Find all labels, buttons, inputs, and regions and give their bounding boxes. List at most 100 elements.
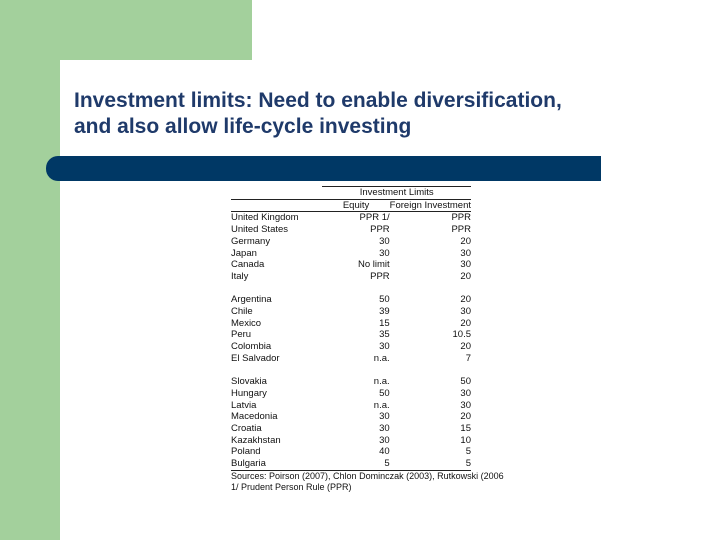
equity-cell: n.a. bbox=[373, 376, 390, 388]
table-row: Chile 39 30 bbox=[231, 306, 471, 318]
country-cell: Bulgaria bbox=[231, 458, 323, 471]
foreign-cell: 5 bbox=[389, 458, 471, 471]
country-cell: Poland bbox=[231, 446, 261, 458]
country-cell: Italy bbox=[231, 270, 249, 282]
country-cell: El Salvador bbox=[231, 352, 280, 364]
foreign-cell: 30 bbox=[460, 259, 471, 271]
country-cell: Germany bbox=[231, 235, 271, 247]
country-header bbox=[231, 199, 323, 213]
foreign-cell: 20 bbox=[460, 270, 471, 282]
foreign-cell: 5 bbox=[465, 446, 471, 458]
table-row: Kazakhstan 30 10 bbox=[231, 435, 471, 447]
foreign-cell: 30 bbox=[460, 387, 471, 399]
foreign-header: Foreign Investment bbox=[389, 199, 471, 213]
table-row: Hungary 50 30 bbox=[231, 388, 471, 400]
spacer-cell bbox=[231, 283, 471, 295]
table-row: Macedonia 30 20 bbox=[231, 411, 471, 423]
footnote: 1/ Prudent Person Rule (PPR) bbox=[231, 482, 352, 493]
investment-limits-table: Investment Limits Equity Foreign Investm… bbox=[231, 186, 521, 494]
equity-cell: PPR bbox=[370, 224, 390, 236]
country-cell: Canada bbox=[231, 259, 265, 271]
equity-cell: 15 bbox=[379, 317, 390, 329]
foreign-cell: 7 bbox=[465, 352, 471, 364]
table-row: United States PPR PPR bbox=[231, 224, 471, 236]
table-body: United Kingdom PPR 1/PPR United States PPR P… bbox=[231, 212, 471, 471]
equity-cell: 30 bbox=[379, 341, 390, 353]
table-row: Croatia 30 15 bbox=[231, 423, 471, 435]
equity-cell: 40 bbox=[379, 446, 390, 458]
left-green-strip bbox=[0, 0, 60, 540]
title-divider-bar bbox=[46, 156, 601, 181]
table-row: Japan 30 30 bbox=[231, 248, 471, 260]
foreign-cell: 30 bbox=[460, 247, 471, 259]
slide-title-line-2: and also allow life-cycle investing bbox=[74, 115, 412, 138]
equity-cell: 39 bbox=[379, 306, 390, 318]
slide-title-line-1: Investment limits: Need to enable divers… bbox=[74, 89, 562, 112]
equity-cell: 5 bbox=[322, 458, 390, 471]
country-cell: Latvia bbox=[231, 399, 257, 411]
equity-cell: 30 bbox=[379, 434, 390, 446]
country-cell: United Kingdom bbox=[231, 212, 299, 224]
equity-cell: No limit bbox=[357, 259, 390, 271]
equity-cell: n.a. bbox=[373, 399, 390, 411]
group-spacer bbox=[231, 365, 471, 377]
foreign-cell: 20 bbox=[460, 235, 471, 247]
foreign-cell: 20 bbox=[460, 341, 471, 353]
country-cell: United States bbox=[231, 224, 289, 236]
country-cell: Macedonia bbox=[231, 411, 278, 423]
group-header: Investment Limits bbox=[322, 186, 471, 200]
foreign-cell: 20 bbox=[460, 317, 471, 329]
country-cell: Slovakia bbox=[231, 376, 267, 388]
foreign-cell: 15 bbox=[460, 423, 471, 435]
table-row: Mexico 15 20 bbox=[231, 318, 471, 330]
sources-note: Sources: Poirson (2007), Chlon Dominczak… bbox=[231, 470, 504, 481]
table-notes: Sources: Poirson (2007), Chlon Dominczak… bbox=[231, 471, 521, 494]
equity-cell: 30 bbox=[379, 235, 390, 247]
country-cell: Chile bbox=[231, 306, 253, 318]
country-cell: Japan bbox=[231, 247, 257, 259]
table-row: Bulgaria 5 5 bbox=[231, 458, 471, 471]
table-row: Peru 35 10.5 bbox=[231, 329, 471, 341]
table-row: Poland 40 5 bbox=[231, 446, 471, 458]
table-corner bbox=[231, 186, 323, 200]
table-row: Colombia 30 20 bbox=[231, 341, 471, 353]
foreign-cell: 50 bbox=[460, 376, 471, 388]
equity-cell: 30 bbox=[379, 247, 390, 259]
foreign-cell: PPR bbox=[451, 212, 471, 224]
table-row: Slovakia n.a. 50 bbox=[231, 376, 471, 388]
country-cell: Colombia bbox=[231, 341, 272, 353]
equity-cell: n.a. bbox=[373, 352, 390, 364]
foreign-cell: 10.5 bbox=[452, 329, 472, 341]
table-row: Italy PPR 20 bbox=[231, 271, 471, 283]
table-row: Latvia n.a. 30 bbox=[231, 400, 471, 412]
equity-cell: PPR 1/ bbox=[359, 212, 390, 224]
limits-table: Investment Limits Equity Foreign Investm… bbox=[231, 186, 471, 471]
country-cell: Mexico bbox=[231, 317, 262, 329]
country-cell: Peru bbox=[231, 329, 252, 341]
country-cell: Croatia bbox=[231, 423, 262, 435]
equity-cell: PPR bbox=[370, 270, 390, 282]
equity-cell: 50 bbox=[379, 387, 390, 399]
foreign-cell: 30 bbox=[460, 399, 471, 411]
foreign-cell: 10 bbox=[460, 434, 471, 446]
top-green-block bbox=[0, 0, 252, 60]
table-row: Canada No limit 30 bbox=[231, 259, 471, 271]
equity-header: Equity bbox=[322, 199, 390, 213]
country-cell: Argentina bbox=[231, 294, 272, 306]
table-row: Germany 30 20 bbox=[231, 236, 471, 248]
slide-title: Investment limits: Need to enable divers… bbox=[74, 88, 694, 140]
table-row: Argentina 50 20 bbox=[231, 294, 471, 306]
foreign-cell: 20 bbox=[460, 411, 471, 423]
table-row: El Salvador n.a. 7 bbox=[231, 353, 471, 365]
foreign-cell: PPR bbox=[451, 224, 471, 236]
country-cell: Hungary bbox=[231, 387, 267, 399]
table-row: United Kingdom PPR 1/PPR bbox=[231, 212, 471, 224]
spacer-cell bbox=[231, 365, 471, 377]
group-spacer bbox=[231, 283, 471, 295]
equity-cell: 30 bbox=[379, 423, 390, 435]
country-cell: Kazakhstan bbox=[231, 434, 281, 446]
equity-cell: 30 bbox=[379, 411, 390, 423]
equity-cell: 35 bbox=[379, 329, 390, 341]
foreign-cell: 20 bbox=[460, 294, 471, 306]
equity-cell: 50 bbox=[379, 294, 390, 306]
